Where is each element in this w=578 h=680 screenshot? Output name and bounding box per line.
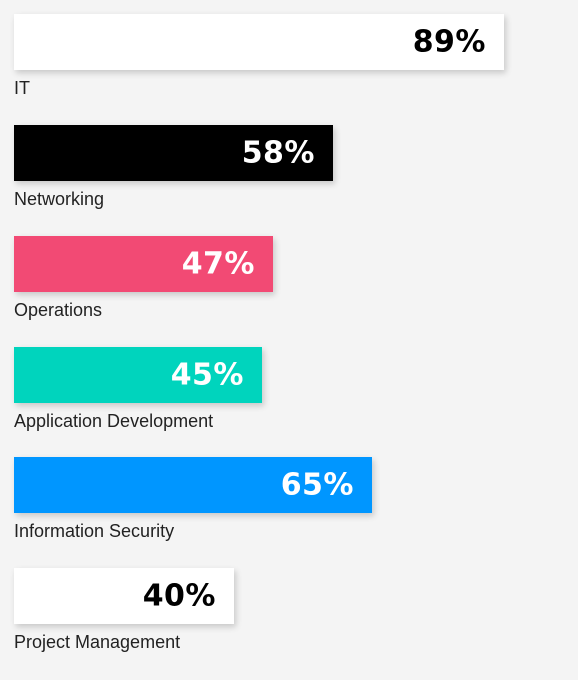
category-label: Operations bbox=[14, 300, 103, 320]
bar: 89% bbox=[14, 14, 504, 70]
bar-value-label: 89% bbox=[412, 24, 486, 60]
category-label: Application Development bbox=[14, 411, 214, 431]
bar: 47% bbox=[14, 236, 273, 292]
bar-value-label: 47% bbox=[181, 246, 255, 282]
bar-value-label: 58% bbox=[241, 135, 315, 171]
category-label: Networking bbox=[14, 189, 105, 209]
bar: 40% bbox=[14, 568, 234, 624]
category-label: Information Security bbox=[14, 521, 175, 541]
bar-value-label: 40% bbox=[142, 578, 216, 614]
bar-value-label: 65% bbox=[280, 467, 354, 503]
bar: 65% bbox=[14, 457, 372, 513]
category-label: Project Management bbox=[14, 632, 181, 652]
category-label: IT bbox=[14, 78, 30, 98]
bar-value-label: 45% bbox=[170, 357, 244, 393]
bar: 45% bbox=[14, 347, 262, 403]
bar: 58% bbox=[14, 125, 333, 181]
